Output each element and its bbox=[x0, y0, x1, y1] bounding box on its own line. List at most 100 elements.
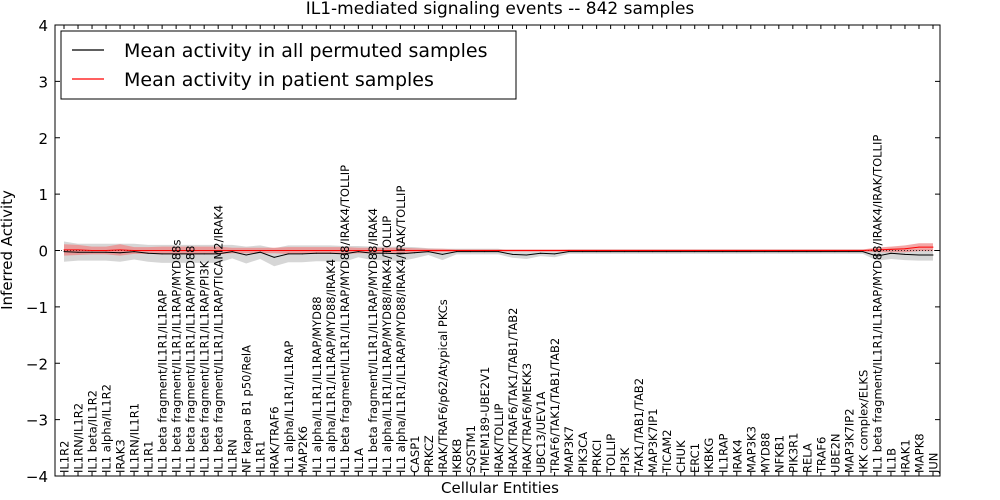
data-point bbox=[694, 251, 696, 253]
data-point bbox=[301, 253, 303, 255]
data-point bbox=[526, 254, 527, 256]
data-point bbox=[470, 251, 471, 253]
x-tick-label: IRAK3 bbox=[114, 439, 128, 473]
x-tick-label: IKK complex/ELKS bbox=[856, 370, 870, 473]
x-tick-label: MAPK8 bbox=[913, 433, 927, 473]
data-point bbox=[343, 250, 345, 251]
data-point bbox=[610, 251, 612, 253]
data-point bbox=[413, 252, 415, 254]
data-point bbox=[133, 250, 135, 251]
data-point bbox=[904, 248, 906, 250]
data-point bbox=[680, 251, 682, 253]
x-tick-label: IL1 alpha/IL1R1/IL1RAP/MYD88/IRAK4/TOLLI… bbox=[380, 216, 394, 473]
x-tick-label: IL1 beta fragment/IL1R1/IL1RAP bbox=[156, 290, 170, 473]
data-point bbox=[918, 254, 920, 256]
x-tick-label: NF kappa B1 p50/RelA bbox=[240, 345, 254, 473]
x-tick-label: TAK1/TAB1/TAB2 bbox=[632, 378, 646, 474]
x-tick-label: IL1 alpha/IL1R1/IL1RAP bbox=[282, 341, 296, 473]
x-tick-label: IL1 beta fragment/IL1R1/IL1RAP/MYD88/IRA… bbox=[338, 165, 352, 473]
data-point bbox=[890, 248, 892, 250]
x-tick-label: TMEM189-UBE2V1 bbox=[478, 367, 492, 474]
x-tick-label: IL1 beta/IL1R2 bbox=[86, 390, 100, 473]
data-point bbox=[610, 250, 612, 251]
series-permuted bbox=[63, 251, 934, 258]
x-tick-label: CASP1 bbox=[408, 436, 422, 473]
data-point bbox=[63, 249, 65, 251]
data-point bbox=[876, 255, 878, 257]
x-tick-label: IRAK/TRAF6/p62/Atypical PKCs bbox=[436, 299, 450, 473]
x-axis-label: Cellular Entities bbox=[441, 479, 559, 497]
x-tick-label: IL1R1 bbox=[254, 441, 268, 473]
data-point bbox=[203, 250, 205, 251]
data-point bbox=[806, 251, 808, 253]
data-point bbox=[750, 250, 752, 251]
data-point bbox=[904, 253, 906, 255]
data-point bbox=[862, 251, 864, 253]
data-point bbox=[357, 250, 359, 251]
data-point bbox=[582, 250, 584, 251]
series-patient bbox=[63, 246, 934, 251]
x-tick-label: SQSTM1 bbox=[464, 425, 478, 473]
y-tick-label: 2 bbox=[38, 130, 48, 148]
data-point bbox=[638, 251, 640, 253]
data-point bbox=[554, 250, 556, 251]
x-tick-label: IL1RN bbox=[226, 439, 240, 473]
data-point bbox=[245, 250, 247, 251]
x-tick-label: TRAF6 bbox=[814, 437, 828, 474]
data-point bbox=[596, 250, 598, 251]
legend-label-patient: Mean activity in patient samples bbox=[124, 69, 434, 91]
x-tick-label: IL1 beta fragment/IL1R1/IL1RAP/MYD88 bbox=[184, 246, 198, 473]
data-point bbox=[750, 251, 752, 253]
data-point bbox=[708, 251, 710, 253]
x-tick-label: IKBKG bbox=[702, 438, 716, 473]
data-point bbox=[161, 250, 163, 251]
data-point bbox=[792, 251, 794, 253]
x-tick-label: IL1 alpha/IL1R1/IL1RAP/MYD88/IRAK4 bbox=[324, 259, 338, 473]
data-point bbox=[343, 253, 345, 255]
x-tick-label: IRAK/TOLLIP bbox=[492, 404, 506, 473]
data-point bbox=[175, 253, 177, 255]
data-point bbox=[918, 246, 920, 248]
data-point bbox=[287, 250, 289, 251]
x-tick-label: PIK3R1 bbox=[786, 433, 800, 474]
x-tick-label: IL1 beta fragment/IL1R1/IL1RAP/MYD88/IRA… bbox=[366, 208, 380, 473]
data-point bbox=[287, 253, 289, 255]
data-point bbox=[624, 251, 626, 253]
data-point bbox=[399, 250, 401, 251]
y-tick-label: −4 bbox=[26, 468, 48, 486]
data-point bbox=[512, 250, 513, 251]
legend-label-permuted: Mean activity in all permuted samples bbox=[124, 40, 487, 62]
data-point bbox=[624, 250, 626, 251]
x-tick-label: RELA bbox=[800, 443, 814, 473]
x-tick-label: ERC1 bbox=[688, 443, 702, 473]
data-point bbox=[175, 250, 177, 251]
data-point bbox=[666, 251, 668, 253]
band-patient bbox=[64, 243, 933, 256]
x-tick-label: IL1 alpha/IL1R1/IL1RAP/MYD88/IRAK4/IRAK/… bbox=[394, 186, 408, 473]
data-point bbox=[932, 246, 934, 248]
data-point bbox=[876, 249, 878, 251]
data-point bbox=[259, 250, 261, 251]
data-point bbox=[596, 251, 598, 253]
data-point bbox=[820, 251, 822, 253]
data-point bbox=[568, 251, 570, 253]
data-point bbox=[385, 252, 387, 254]
x-tick-label: IRAK/TRAF6/TAK1/TAB1/TAB2 bbox=[506, 308, 520, 473]
x-tick-label: PRKCZ bbox=[422, 435, 436, 473]
x-tick-label: MAP3K7IP1 bbox=[646, 408, 660, 473]
legend-box bbox=[60, 30, 517, 100]
data-point bbox=[315, 250, 317, 251]
x-tick-label: CHUK bbox=[674, 440, 688, 473]
data-point bbox=[932, 254, 934, 256]
x-tick-label: IL1 beta fragment/IL1R1/IL1RAP/MYD88/IRA… bbox=[870, 135, 884, 473]
data-point bbox=[484, 251, 485, 253]
data-point bbox=[736, 251, 738, 253]
data-point bbox=[105, 250, 107, 251]
x-tick-label: IL1B bbox=[885, 448, 899, 473]
data-point bbox=[329, 252, 331, 254]
data-point bbox=[680, 250, 682, 251]
data-point bbox=[231, 251, 233, 253]
x-tick-label: IL1R2 bbox=[58, 441, 72, 473]
x-tick-label: IRAK1 bbox=[899, 439, 913, 473]
data-point bbox=[820, 250, 822, 251]
